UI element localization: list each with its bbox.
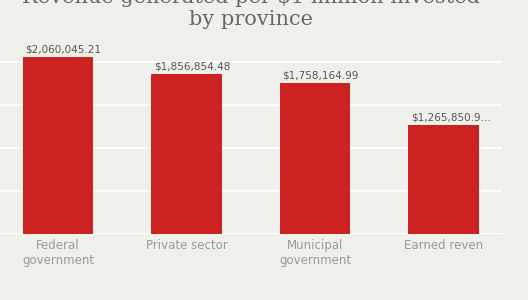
Text: $1,856,854.48: $1,856,854.48 [154,62,230,72]
Text: $1,758,164.99: $1,758,164.99 [282,70,359,80]
Bar [408,125,479,234]
Title: Revenue generated per $1 million invested
by province: Revenue generated per $1 million investe… [22,0,480,29]
Text: $1,265,850.9…: $1,265,850.9… [411,113,491,123]
Text: $2,060,045.21: $2,060,045.21 [25,44,101,55]
Bar [23,57,93,234]
Bar [151,74,222,234]
Bar [280,82,351,234]
